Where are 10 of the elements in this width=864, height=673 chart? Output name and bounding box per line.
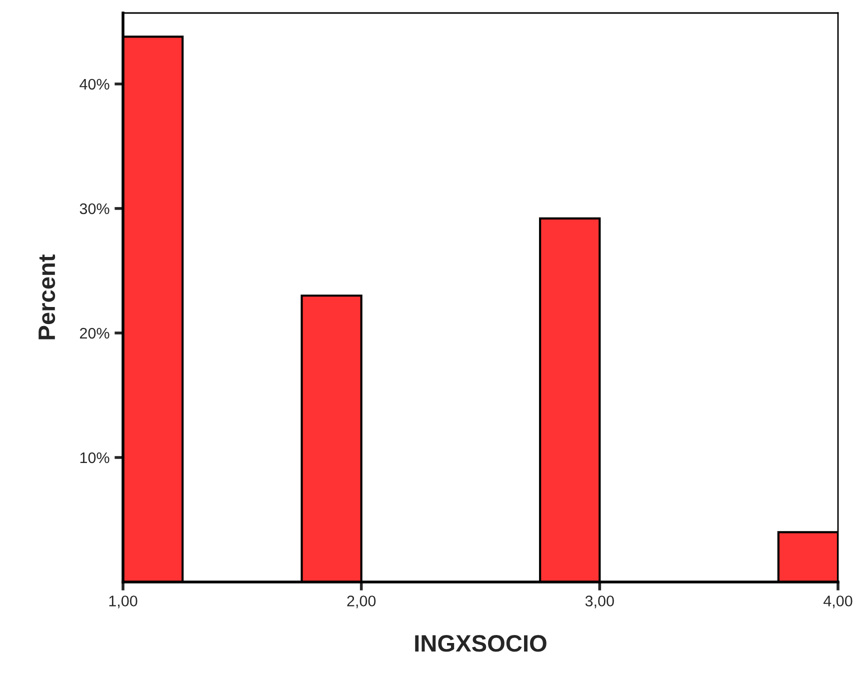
x-axis-title: INGXSOCIO [415,635,546,652]
x-tick-label: 4,00 [823,596,852,608]
y-tick-label: 20% [80,328,110,339]
y-tick-label: 10% [80,452,110,464]
y-tick-label: 30% [80,203,110,214]
x-tick-label: 1,00 [109,596,138,608]
y-tick-label: 40% [80,78,110,90]
x-tick-label: 2,00 [347,596,376,608]
x-tick-label: 3,00 [585,596,614,608]
y-axis-title: Percent [38,254,56,340]
